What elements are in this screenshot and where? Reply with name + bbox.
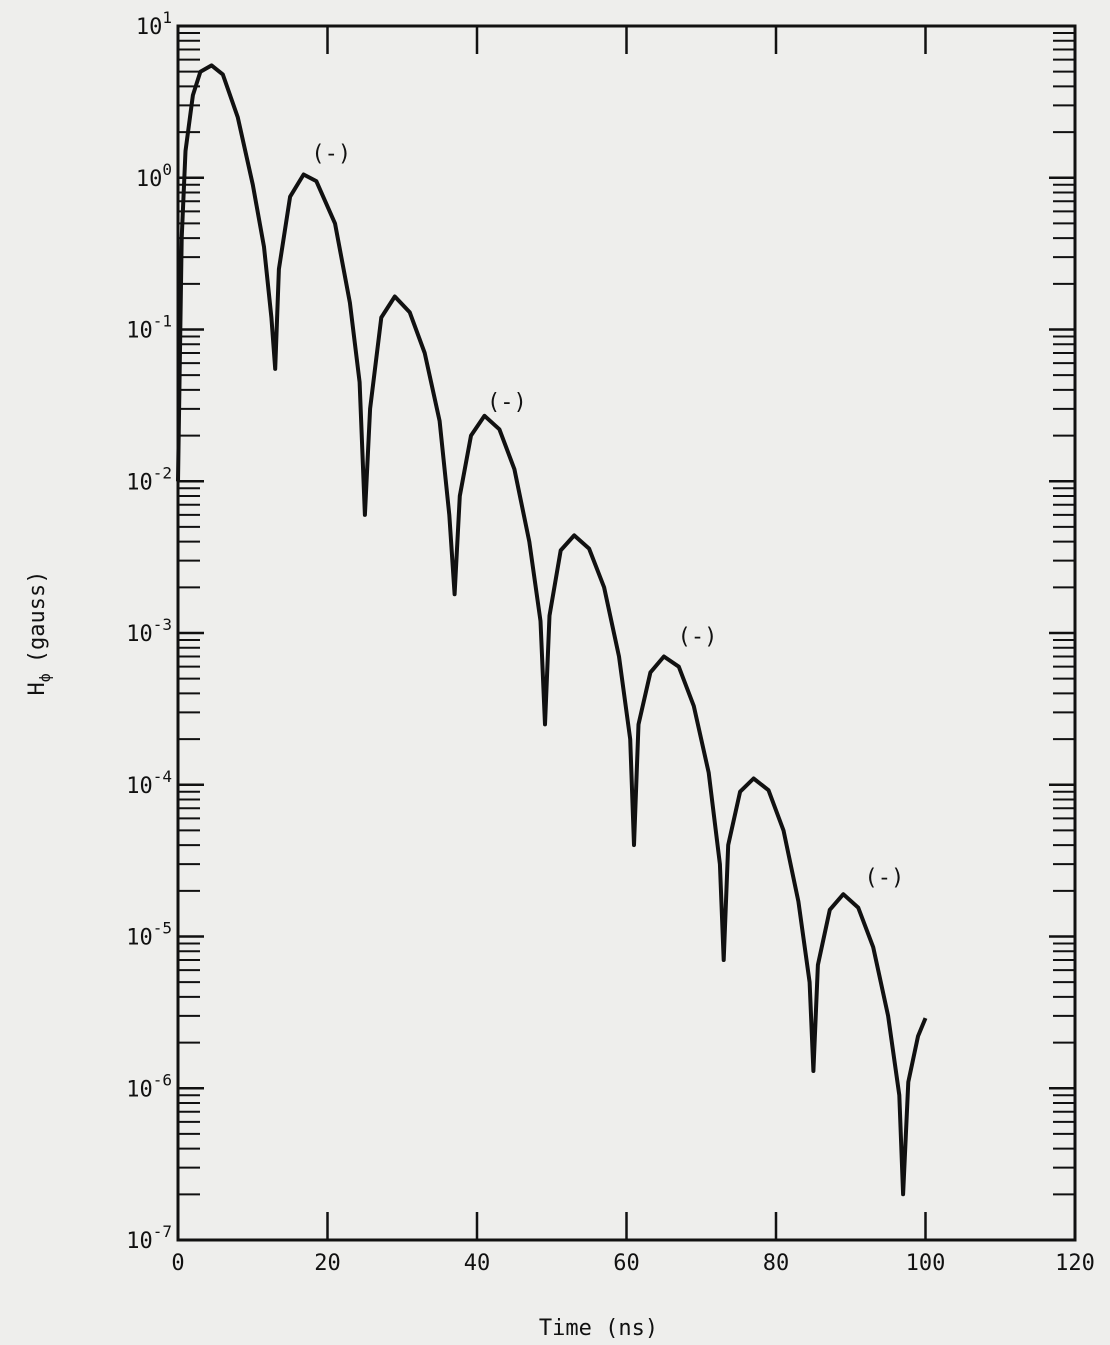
plot-frame bbox=[176, 24, 1077, 1242]
y-tick-label: 10-3 bbox=[126, 615, 172, 647]
y-tick-label: 10-6 bbox=[126, 1070, 172, 1102]
x-tick-label: 100 bbox=[906, 1251, 946, 1276]
x-axis-title: Time (ns) bbox=[539, 1316, 658, 1341]
y-tick-label: 10-1 bbox=[126, 312, 172, 344]
y-tick-label: 10-4 bbox=[126, 767, 172, 799]
y-axis-title-unit: (gauss) bbox=[25, 571, 50, 664]
y-axis-title-subscript: ϕ bbox=[36, 673, 54, 682]
y-tick-labels: 101 100 10-1 10-2 10-3 10-4 10-5 10-6 10-7 bbox=[126, 8, 172, 1254]
y-axis-title: Hϕ (gauss) bbox=[25, 571, 54, 696]
series-line bbox=[176, 63, 928, 1197]
x-tick-label: 80 bbox=[763, 1251, 790, 1276]
y-tick-label: 10-5 bbox=[126, 919, 172, 951]
sign-annotation: (-) bbox=[678, 625, 718, 650]
y-tick-label: 100 bbox=[136, 160, 172, 192]
major-ticks bbox=[176, 24, 1077, 1242]
sign-annotation: (-) bbox=[311, 141, 351, 166]
x-tick-label: 60 bbox=[613, 1251, 640, 1276]
x-tick-labels: 0 20 40 60 80 100 120 bbox=[171, 1251, 1095, 1276]
x-tick-label: 40 bbox=[464, 1251, 491, 1276]
y-tick-label: 10-2 bbox=[126, 463, 172, 495]
y-axis-title-symbol: H bbox=[25, 682, 50, 695]
x-tick-label: 20 bbox=[314, 1251, 341, 1276]
minor-ticks bbox=[178, 31, 1075, 1196]
x-tick-label: 0 bbox=[171, 1251, 184, 1276]
annotations: (-) (-) (-) (-) bbox=[311, 141, 904, 890]
x-tick-label: 120 bbox=[1055, 1251, 1095, 1276]
y-tick-label: 10-7 bbox=[126, 1222, 172, 1254]
sign-annotation: (-) bbox=[865, 866, 905, 891]
y-tick-label: 101 bbox=[136, 8, 172, 40]
sign-annotation: (-) bbox=[487, 390, 527, 415]
